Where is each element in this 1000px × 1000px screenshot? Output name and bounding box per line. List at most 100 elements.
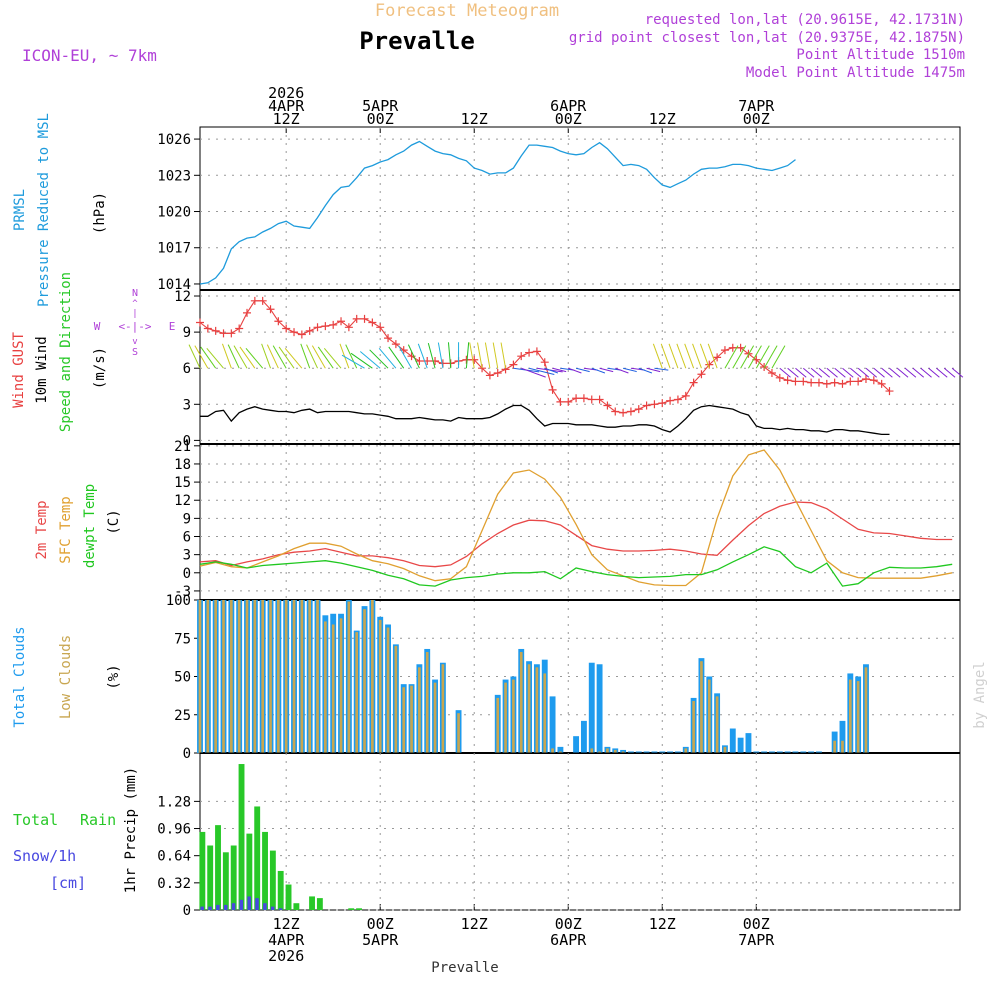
total-cloud-bar [792, 751, 799, 753]
wind-arrow [904, 367, 917, 378]
wind-arrow [437, 342, 444, 369]
gust-marker [697, 370, 706, 379]
y-tick-label: 12 [174, 289, 191, 305]
low-cloud-bar [386, 627, 390, 753]
wind-arrow [359, 351, 381, 369]
total-cloud-bar [761, 751, 768, 753]
low-cloud-bar [371, 600, 374, 753]
gust-marker [376, 323, 385, 332]
gust-marker [736, 343, 745, 352]
model-label: ICON-EU, ~ 7km [22, 46, 157, 65]
gust-marker [258, 296, 267, 305]
low-clouds-label: Low Clouds [58, 635, 74, 719]
wind-arrow [732, 345, 747, 369]
gust-marker [650, 400, 659, 409]
wind-arrow [834, 367, 846, 378]
gust-marker [854, 377, 863, 386]
wind-arrow [427, 342, 436, 369]
y-tick-label: 75 [174, 631, 191, 647]
gust-marker [250, 296, 259, 305]
total-cloud-bar [667, 751, 674, 753]
y-tick-label: 12 [174, 493, 191, 509]
total-cloud-bar [839, 720, 846, 753]
prmsl-label: PRMSL [12, 189, 28, 231]
wind-arrow [724, 345, 739, 369]
wind-arrow [194, 345, 209, 369]
low-cloud-bar [394, 645, 398, 753]
total-label: Total [13, 811, 58, 829]
wind-arrow [200, 346, 217, 369]
pressure-labels: PRMSL Pressure Reduced to MSL (hPa) [12, 113, 108, 307]
total-cloud-bar [816, 751, 822, 753]
gust-marker [619, 408, 628, 417]
low-cloud-bar [198, 600, 202, 753]
bottom-tick-label: 00Z [367, 915, 394, 933]
low-cloud-bar [684, 748, 688, 753]
rose-vertical-bar: | [132, 309, 137, 319]
total-cloud-bar [808, 751, 815, 753]
snow-bar [216, 904, 220, 910]
total-cloud-bar [573, 736, 580, 753]
wind-arrow [676, 343, 687, 369]
y-tick-label: 6 [183, 361, 191, 377]
bottom-tick-label: 12Z [461, 915, 488, 933]
wind-arrow [465, 342, 470, 369]
gust-marker [344, 323, 353, 332]
rain-bar [309, 896, 315, 910]
y-tick-label: 1026 [157, 132, 191, 148]
wind-arrow [239, 346, 256, 369]
wind-arrow [272, 345, 287, 369]
y-tick-label: 15 [174, 475, 191, 491]
low-cloud-bar [355, 632, 359, 753]
y-tick-label: 0.32 [157, 876, 191, 892]
total-cloud-bar [635, 751, 642, 753]
wind-arrow [857, 367, 870, 378]
wind-arrow [740, 345, 755, 369]
y-tick-label: 1014 [157, 277, 191, 293]
wind-arrow [500, 342, 507, 369]
low-cloud-bar [606, 748, 609, 753]
y-tick-label: 0 [183, 903, 191, 919]
gust-marker [337, 317, 346, 326]
gust-marker [517, 352, 526, 361]
gust-marker [877, 379, 886, 388]
wind-arrow [341, 354, 365, 369]
y-tick-label: 3 [183, 548, 191, 564]
pressure-panel: 1014 1017 1020 1023 1026 [157, 126, 961, 293]
gust-marker [869, 376, 878, 385]
total-cloud-bar [596, 664, 603, 753]
top-tick-label: 5APR [362, 97, 399, 115]
gust-marker [211, 326, 220, 335]
gust-line [199, 300, 890, 414]
wind-arrow [881, 367, 893, 378]
total-cloud-bar [800, 751, 807, 753]
gust-marker [274, 317, 283, 326]
gust-marker [830, 378, 839, 387]
wind-arrow [188, 344, 201, 369]
top-tick-label: 00Z [743, 110, 770, 128]
sfc-temp-line [199, 449, 953, 587]
wind-arrow [492, 342, 499, 369]
low-cloud-bar [504, 682, 507, 753]
bottom-tick-label: 00Z [555, 915, 582, 933]
gust-marker [642, 401, 651, 410]
low-cloud-bar [418, 667, 421, 753]
low-cloud-bar [833, 740, 836, 753]
low-cloud-bar [363, 609, 366, 753]
gust-marker [540, 358, 549, 367]
low-cloud-bar [292, 600, 296, 753]
wind-arrow [748, 345, 762, 369]
y-tick-label: 6 [183, 530, 191, 546]
wind-arrow [575, 367, 590, 373]
low-cloud-bar [559, 751, 562, 753]
rain-bar [199, 831, 206, 910]
gust-marker [266, 305, 275, 314]
wind-arrow [261, 343, 271, 369]
gust-marker [626, 407, 635, 416]
low-cloud-bar [621, 751, 625, 753]
gust-marker [368, 318, 377, 327]
rose-south: S [132, 347, 138, 358]
gust-marker [807, 378, 816, 387]
low-cloud-bar [856, 681, 860, 753]
y-tick-label: 9 [183, 511, 191, 527]
